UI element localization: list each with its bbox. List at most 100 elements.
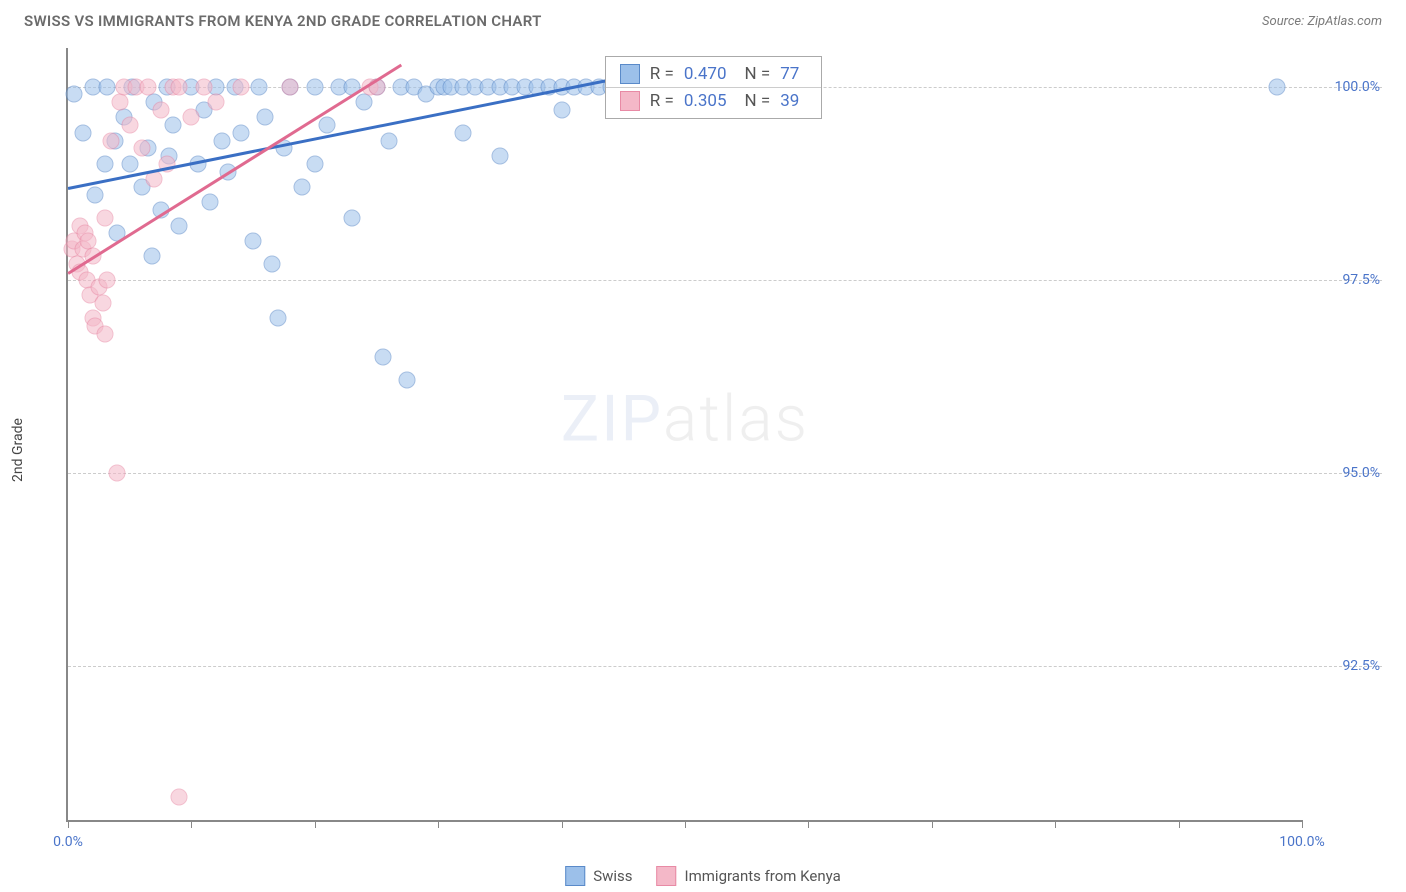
scatter-point <box>97 325 114 342</box>
stats-r-label: R = <box>650 91 674 111</box>
scatter-point <box>269 310 286 327</box>
y-tick-label: 92.5% <box>1310 658 1380 674</box>
scatter-point <box>208 94 225 111</box>
x-tick <box>438 820 439 828</box>
watermark-bold: ZIP <box>561 381 663 456</box>
chart-header: SWISS VS IMMIGRANTS FROM KENYA 2ND GRADE… <box>0 0 1406 38</box>
source-name: ZipAtlas.com <box>1307 14 1382 29</box>
stats-n-label: N = <box>745 91 771 111</box>
legend-swatch <box>620 91 640 111</box>
y-tick-label: 100.0% <box>1310 79 1380 95</box>
scatter-point <box>97 209 114 226</box>
stats-row: R = 0.305 N = 39 <box>606 87 822 114</box>
scatter-point <box>111 94 128 111</box>
x-tick <box>808 820 809 828</box>
x-tick-label: 100.0% <box>1279 834 1324 850</box>
scatter-point <box>99 78 116 95</box>
stats-r-value: 0.305 <box>684 91 727 111</box>
scatter-point <box>109 464 126 481</box>
legend-item: Immigrants from Kenya <box>657 866 841 886</box>
watermark: ZIPatlas <box>561 381 809 456</box>
scatter-point <box>214 132 231 149</box>
watermark-thin: atlas <box>663 381 809 456</box>
scatter-point <box>232 78 249 95</box>
x-tick <box>1302 820 1303 828</box>
scatter-point <box>232 124 249 141</box>
scatter-point <box>454 124 471 141</box>
x-tick <box>1179 820 1180 828</box>
stats-r-label: R = <box>650 64 674 84</box>
scatter-plot: ZIPatlas 92.5%95.0%97.5%100.0%0.0%100.0%… <box>66 48 1302 822</box>
stats-row: R = 0.470 N = 77 <box>606 61 822 87</box>
stats-box: R = 0.470 N = 77 R = 0.305 N = 39 <box>605 56 823 119</box>
scatter-point <box>195 78 212 95</box>
x-tick <box>685 820 686 828</box>
gridline <box>68 280 1382 281</box>
scatter-point <box>245 233 262 250</box>
stats-n-label: N = <box>745 64 771 84</box>
legend: Swiss Immigrants from Kenya <box>565 866 841 886</box>
scatter-point <box>121 155 138 172</box>
scatter-point <box>374 348 391 365</box>
y-axis-label: 2nd Grade <box>10 418 26 482</box>
scatter-point <box>140 78 157 95</box>
scatter-point <box>87 186 104 203</box>
scatter-point <box>356 94 373 111</box>
scatter-point <box>306 155 323 172</box>
legend-swatch <box>657 866 677 886</box>
scatter-point <box>399 371 416 388</box>
chart-area: 2nd Grade ZIPatlas 92.5%95.0%97.5%100.0%… <box>24 48 1382 852</box>
scatter-point <box>94 294 111 311</box>
source-prefix: Source: <box>1262 14 1307 29</box>
x-tick <box>315 820 316 828</box>
scatter-point <box>171 78 188 95</box>
scatter-point <box>66 86 83 103</box>
scatter-point <box>74 124 91 141</box>
scatter-point <box>343 209 360 226</box>
chart-title: SWISS VS IMMIGRANTS FROM KENYA 2ND GRADE… <box>24 12 542 30</box>
legend-swatch <box>620 64 640 84</box>
scatter-point <box>79 233 96 250</box>
scatter-point <box>1269 78 1286 95</box>
scatter-point <box>306 78 323 95</box>
scatter-point <box>553 101 570 118</box>
scatter-point <box>263 256 280 273</box>
scatter-point <box>257 109 274 126</box>
scatter-point <box>251 78 268 95</box>
scatter-point <box>143 248 160 265</box>
scatter-point <box>99 271 116 288</box>
x-tick <box>562 820 563 828</box>
x-tick <box>68 820 69 828</box>
legend-swatch <box>565 866 585 886</box>
scatter-point <box>282 78 299 95</box>
scatter-point <box>121 117 138 134</box>
legend-label: Swiss <box>593 867 632 885</box>
scatter-point <box>103 132 120 149</box>
stats-n-value: 39 <box>780 91 799 111</box>
x-tick <box>932 820 933 828</box>
x-tick <box>1055 820 1056 828</box>
scatter-point <box>319 117 336 134</box>
scatter-point <box>164 117 181 134</box>
scatter-point <box>97 155 114 172</box>
chart-source: Source: ZipAtlas.com <box>1262 14 1382 29</box>
scatter-point <box>491 148 508 165</box>
y-tick-label: 95.0% <box>1310 465 1380 481</box>
stats-n-value: 77 <box>780 64 799 84</box>
scatter-point <box>171 217 188 234</box>
x-tick-label: 0.0% <box>53 834 83 850</box>
legend-item: Swiss <box>565 866 632 886</box>
scatter-point <box>183 109 200 126</box>
gridline <box>68 473 1382 474</box>
scatter-point <box>171 788 188 805</box>
gridline <box>68 666 1382 667</box>
x-tick <box>191 820 192 828</box>
legend-label: Immigrants from Kenya <box>685 867 841 885</box>
scatter-point <box>380 132 397 149</box>
scatter-point <box>152 101 169 118</box>
y-tick-label: 97.5% <box>1310 272 1380 288</box>
scatter-point <box>134 140 151 157</box>
stats-r-value: 0.470 <box>684 64 727 84</box>
scatter-point <box>294 178 311 195</box>
scatter-point <box>201 194 218 211</box>
